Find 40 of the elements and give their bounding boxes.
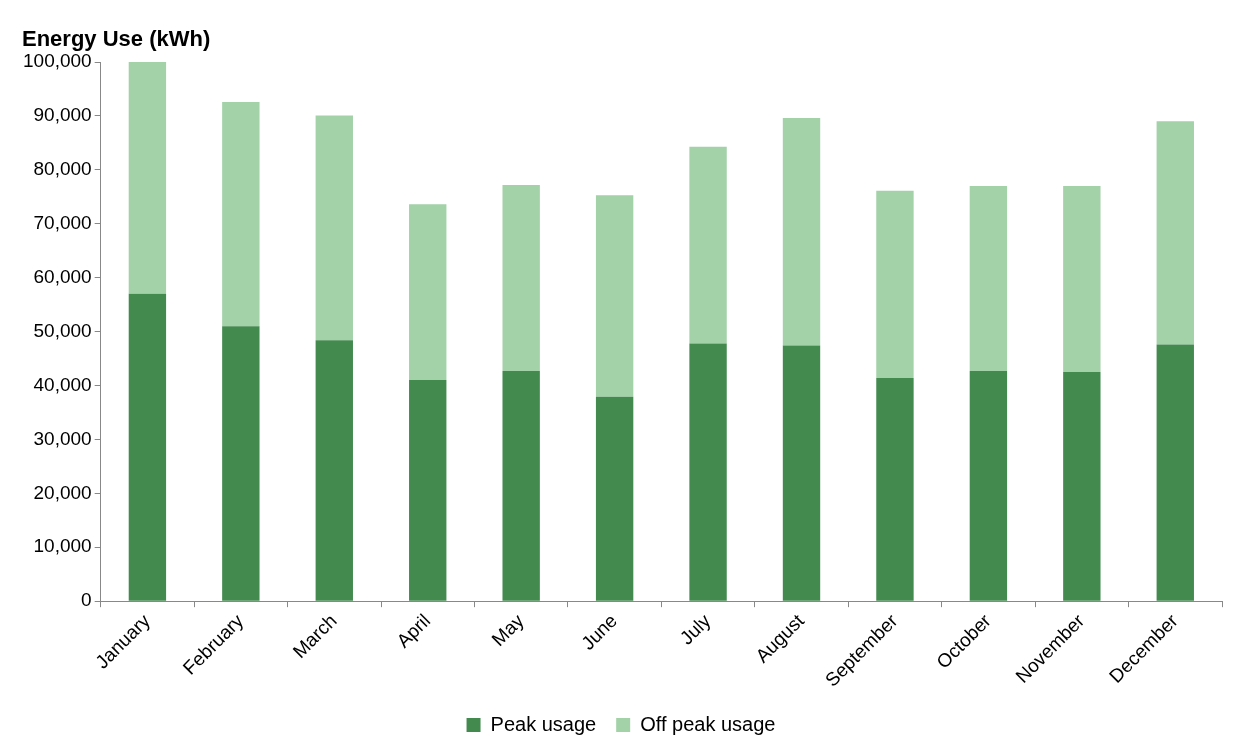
y-tick-label: 50,000 [33, 319, 92, 341]
y-tick-label: 90,000 [33, 104, 92, 126]
bar [595, 396, 634, 601]
y-tick-label: 0 [81, 589, 92, 611]
bar [502, 370, 540, 601]
legend-label: Peak usage [490, 712, 597, 735]
x-tick-label: July [675, 609, 715, 649]
bar [409, 204, 447, 381]
bar [876, 190, 914, 378]
bar [595, 195, 634, 397]
bar [128, 293, 167, 601]
bar [876, 377, 914, 601]
bar [689, 146, 727, 344]
bar [128, 62, 167, 294]
legend-label: Off peak usage [640, 712, 776, 735]
bar [1063, 372, 1101, 601]
bar [969, 370, 1008, 601]
y-tick-label: 30,000 [33, 427, 92, 449]
bar [1156, 344, 1194, 601]
y-tick-label: 70,000 [33, 211, 92, 233]
y-tick-label: 10,000 [33, 535, 92, 557]
bar [315, 340, 353, 601]
y-tick-label: 80,000 [33, 158, 92, 180]
chart-title: Energy Use (kWh) [22, 26, 211, 52]
bar [969, 186, 1008, 371]
y-tick-label: 20,000 [33, 481, 92, 503]
bar [222, 326, 260, 601]
y-tick-label: 60,000 [33, 265, 92, 287]
bar [689, 343, 727, 601]
bar [502, 184, 540, 371]
x-tick-label: May [487, 609, 529, 651]
bar [222, 101, 260, 327]
bar [409, 380, 447, 601]
bar [315, 115, 353, 341]
bar [1156, 121, 1194, 345]
bar [782, 345, 821, 601]
bar [782, 118, 821, 346]
y-tick-label: 100,000 [22, 50, 92, 72]
y-tick-label: 40,000 [33, 373, 92, 395]
bar [1063, 186, 1101, 373]
